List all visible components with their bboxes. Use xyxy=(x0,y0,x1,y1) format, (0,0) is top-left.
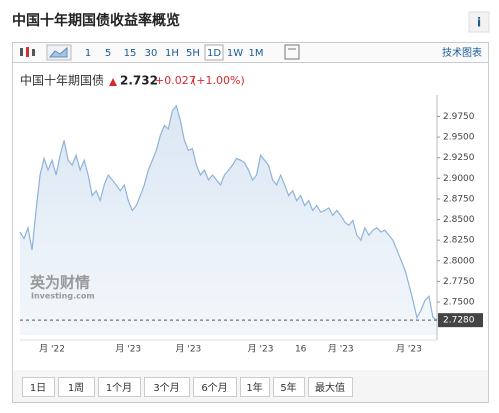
interval-button[interactable]: 5H xyxy=(186,48,200,59)
y-tick-label: 2.8500 xyxy=(443,215,475,225)
interval-button[interactable]: 5 xyxy=(105,48,111,59)
watermark-site: Investing.com xyxy=(31,292,95,301)
y-tick-label: 2.8250 xyxy=(443,236,475,246)
chart-panel xyxy=(12,62,489,403)
range-button[interactable] xyxy=(58,377,95,397)
y-tick-label: 2.9250 xyxy=(443,153,475,163)
x-tick-label: 月 '23 xyxy=(248,344,274,355)
range-label[interactable]: 6个月 xyxy=(201,382,227,394)
interval-button[interactable]: 30 xyxy=(145,48,158,59)
y-tick-label: 2.7500 xyxy=(443,298,475,308)
interval-button[interactable]: 15 xyxy=(124,48,137,59)
range-label[interactable]: 1年 xyxy=(246,381,262,394)
range-label[interactable]: 1个月 xyxy=(106,382,132,394)
plot xyxy=(19,104,438,335)
y-tick-label: 2.9750 xyxy=(443,112,475,122)
range-buttons: 1日 1周 1个月 3个月 6个月 1年 5年 最大值 xyxy=(22,377,353,397)
y-tick-label: 2.9500 xyxy=(443,133,475,143)
x-tick-label: 月 '23 xyxy=(396,344,422,355)
info-button[interactable] xyxy=(468,11,490,33)
x-tick-label: 月 '23 xyxy=(176,344,202,355)
y-tick-label: 2.8000 xyxy=(443,256,475,266)
interval-button[interactable]: 1W xyxy=(227,48,243,59)
title: 中国十年期国债收益率概览 xyxy=(12,12,180,29)
x-tick-label: 月 '22 xyxy=(39,344,65,355)
range-label[interactable]: 1周 xyxy=(68,382,84,394)
range-button[interactable] xyxy=(98,377,141,397)
range-button[interactable] xyxy=(144,377,190,397)
y-tick-label: 2.8750 xyxy=(443,194,475,204)
range-button[interactable] xyxy=(308,377,353,397)
interval-button[interactable]: 1D xyxy=(207,48,221,59)
interval-button[interactable]: 1M xyxy=(249,48,264,59)
area-icon xyxy=(48,46,68,58)
tech-chart-link[interactable]: 技术图表 xyxy=(442,46,482,59)
interval-button[interactable]: 1H xyxy=(165,48,179,59)
range-button[interactable] xyxy=(273,377,305,397)
quote-change: +0.027 xyxy=(155,74,196,87)
quote-percent: (+1.00%) xyxy=(192,74,245,87)
y-tick-label: 2.7750 xyxy=(443,277,475,287)
candle-icon[interactable] xyxy=(20,47,35,57)
settings-icon[interactable] xyxy=(284,44,300,60)
range-label[interactable]: 1日 xyxy=(30,383,46,394)
watermark-brand: 英为财情 xyxy=(30,274,90,292)
info-icon[interactable]: i xyxy=(477,16,481,30)
selected-button xyxy=(204,44,224,61)
current-tag xyxy=(438,313,483,328)
interval-button[interactable]: 1 xyxy=(85,48,91,59)
up-arrow xyxy=(109,78,117,86)
range-label[interactable]: 5年 xyxy=(280,381,296,394)
range-label[interactable]: 3个月 xyxy=(153,382,179,394)
y-tick-label: 2.9000 xyxy=(443,174,475,184)
quote-name: 中国十年期国债 xyxy=(20,73,104,88)
line xyxy=(19,104,438,321)
range-button[interactable] xyxy=(193,377,237,397)
range-label[interactable]: 最大值 xyxy=(315,381,345,394)
x-tick-label: 月 '23 xyxy=(115,344,141,355)
range-button[interactable] xyxy=(22,377,55,397)
area xyxy=(20,105,437,335)
range-button[interactable] xyxy=(240,377,270,397)
current-label: 2.7280 xyxy=(443,316,475,326)
x-tick-label: 月 '23 xyxy=(328,344,354,355)
quote-price: 2.732 xyxy=(120,74,158,88)
x-tick-label: 16 xyxy=(295,345,307,355)
